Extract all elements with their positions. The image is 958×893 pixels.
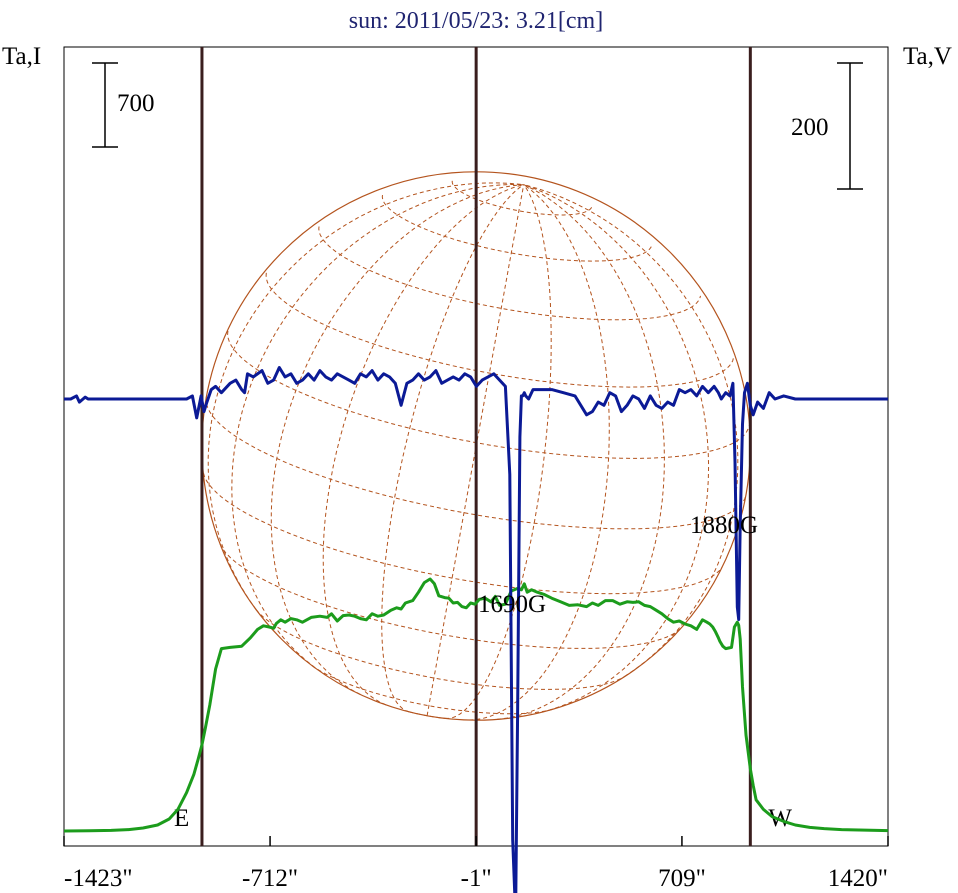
parallel-line <box>219 543 682 649</box>
meridian-line <box>270 184 524 695</box>
x-tick-label: -712" <box>242 865 298 892</box>
series-layer <box>63 366 889 893</box>
parallel-line <box>255 609 625 690</box>
meridian-line <box>322 184 524 706</box>
field-strength-label: 1880G <box>690 512 758 539</box>
x-axis: -1423" -712" -1" 709" 1420" <box>63 836 889 892</box>
meridian-line <box>231 183 524 669</box>
x-tick-label: -1" <box>461 865 492 892</box>
parallel-line <box>408 711 446 719</box>
polarization-scale-bar: 200 <box>791 62 863 190</box>
parallel-line <box>381 195 653 262</box>
x-tick-label: 709" <box>658 865 706 892</box>
parallel-line <box>227 330 750 459</box>
chart-title: sun: 2011/05/23: 3.21[cm] <box>349 8 603 34</box>
meridian-line <box>207 182 524 610</box>
polarization-scale-label: 200 <box>791 114 829 141</box>
intensity-scale-bar: 700 <box>92 62 155 148</box>
y-axis-right-label: Ta,V <box>903 43 952 70</box>
meridian-line <box>523 184 710 711</box>
meridian-line <box>381 184 524 713</box>
parallel-line <box>451 180 593 216</box>
parallel-line <box>265 272 734 388</box>
parallel-line <box>205 396 747 530</box>
x-tick-label: -1423" <box>64 865 133 892</box>
stokes-v-line <box>64 366 888 893</box>
annotations: 1690G 1880G <box>478 512 758 618</box>
parallel-line <box>318 226 701 321</box>
parallel-line <box>203 473 723 595</box>
y-axis-left-label: Ta,I <box>2 43 41 70</box>
meridian-line <box>445 184 552 719</box>
intensity-scale-label: 700 <box>117 90 155 117</box>
x-tick-label: 1420" <box>828 865 888 892</box>
meridian-line <box>496 184 665 720</box>
stokes-i-line <box>63 577 889 833</box>
meridian-line <box>426 184 525 716</box>
field-strength-label: 1690G <box>478 591 546 618</box>
